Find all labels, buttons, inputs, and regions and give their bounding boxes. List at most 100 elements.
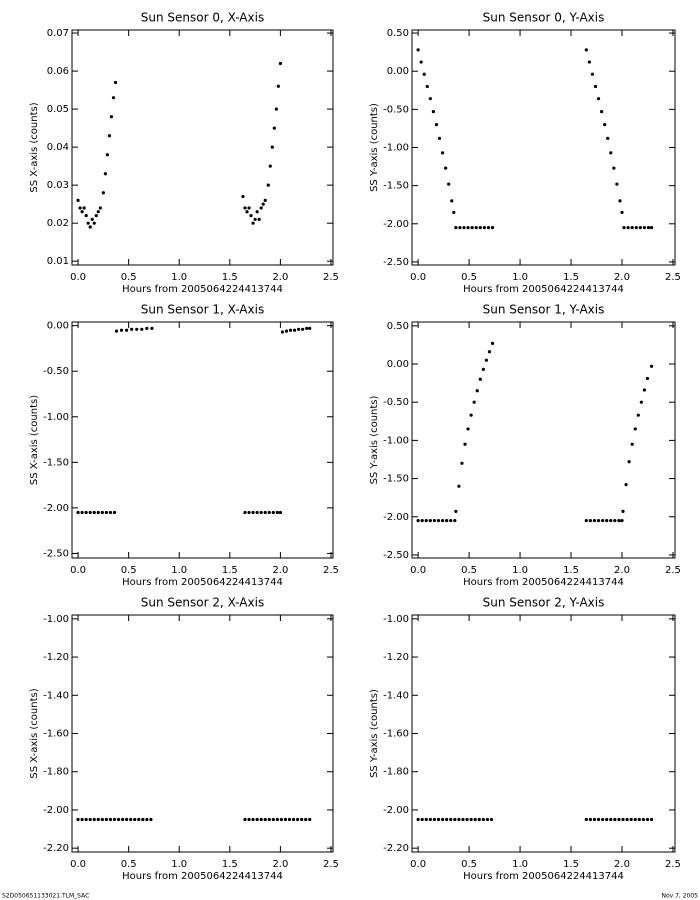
data-point	[434, 123, 439, 127]
data-point	[291, 817, 296, 822]
y-tick-label: -2.50	[383, 550, 409, 561]
data-point	[637, 817, 641, 822]
data-point	[613, 817, 617, 822]
y-tick-label: 0.00	[387, 359, 409, 370]
data-point	[278, 510, 282, 515]
x-tick-label: 2.5	[323, 272, 339, 283]
data-point	[617, 518, 621, 523]
data-point	[440, 817, 445, 822]
data-point	[100, 817, 104, 822]
data-point	[425, 84, 429, 89]
data-point	[270, 145, 274, 149]
data-point	[76, 198, 80, 202]
y-tick-label: -0.50	[383, 397, 409, 408]
data-point	[292, 328, 297, 332]
x-tick-label: 2.5	[665, 859, 681, 870]
data-point	[596, 518, 601, 523]
data-point	[630, 442, 634, 446]
x-tick-label: 2.0	[614, 859, 630, 870]
x-axis-label: Hours from 2005064224413744	[122, 871, 283, 882]
x-tick-label: 1.0	[171, 859, 187, 870]
data-point	[113, 80, 118, 85]
data-point	[478, 377, 482, 381]
x-tick-label: 2.0	[614, 272, 630, 283]
x-tick-label: 0.0	[410, 859, 426, 870]
data-point	[259, 817, 263, 822]
data-point	[605, 817, 609, 822]
data-point	[251, 221, 255, 225]
data-point	[150, 326, 154, 330]
y-tick-label: -1.00	[383, 435, 409, 446]
data-point	[297, 327, 301, 331]
data-point	[419, 60, 423, 64]
data-point	[92, 817, 96, 822]
data-point	[107, 134, 112, 138]
data-point	[449, 518, 453, 523]
data-point	[263, 510, 267, 515]
x-tick-label: 0.5	[461, 565, 477, 576]
x-tick-label: 0.0	[410, 565, 426, 576]
data-point	[588, 817, 592, 822]
data-point	[618, 199, 622, 203]
data-point	[263, 198, 267, 202]
data-point	[279, 817, 284, 822]
data-point	[615, 182, 619, 186]
y-tick-label: -1.00	[383, 614, 409, 625]
data-point	[596, 97, 601, 101]
data-point	[474, 226, 478, 230]
data-point	[463, 442, 467, 446]
data-point	[141, 817, 145, 822]
x-axis-label: Hours from 2005064224413744	[122, 577, 283, 588]
x-tick-label: 1.5	[563, 859, 579, 870]
y-axis-label: SS Y-axis (counts)	[369, 103, 380, 192]
data-point	[625, 817, 629, 822]
data-point	[137, 817, 141, 822]
data-point	[114, 329, 119, 333]
y-tick-label: -1.00	[43, 412, 69, 423]
y-tick-label: -1.20	[43, 652, 69, 663]
data-point	[462, 226, 466, 230]
data-point	[82, 206, 86, 210]
data-point	[84, 510, 88, 515]
data-point	[275, 817, 279, 822]
y-axis-label: SS X-axis (counts)	[29, 395, 40, 485]
data-point	[600, 110, 604, 114]
chart-title: Sun Sensor 2, X-Axis	[141, 596, 264, 610]
x-tick-label: 0.0	[70, 565, 86, 576]
data-point	[481, 817, 485, 822]
data-point	[428, 817, 432, 822]
data-point	[308, 326, 312, 330]
data-point	[109, 115, 114, 119]
data-point	[436, 518, 441, 523]
data-point	[104, 510, 108, 515]
data-point	[247, 206, 251, 210]
data-point	[420, 518, 424, 523]
x-tick-label: 0.0	[70, 272, 86, 283]
y-tick-label: 0.03	[47, 180, 69, 191]
x-tick-label: 1.5	[563, 272, 579, 283]
data-point	[255, 210, 259, 214]
x-tick-label: 1.0	[512, 272, 528, 283]
y-tick-label: -1.40	[383, 690, 409, 701]
footer-left: S2D050651133021.TLM_SAC	[2, 893, 89, 900]
data-point	[606, 136, 610, 140]
data-point	[478, 226, 482, 230]
data-point	[251, 510, 255, 515]
data-point	[601, 817, 605, 822]
plot-frame	[411, 321, 676, 559]
data-point	[642, 226, 647, 230]
data-point	[475, 389, 479, 393]
data-point	[609, 518, 613, 523]
data-point	[445, 518, 449, 523]
y-tick-label: -1.50	[383, 181, 409, 192]
data-point	[295, 817, 300, 822]
data-point	[129, 817, 133, 822]
y-tick-label: -1.20	[383, 652, 409, 663]
data-point	[98, 206, 102, 210]
plot-frame	[71, 29, 334, 266]
plot-frame	[71, 321, 334, 559]
data-point	[445, 817, 449, 822]
data-point	[613, 518, 617, 523]
data-point	[469, 413, 473, 417]
data-point	[103, 172, 107, 176]
